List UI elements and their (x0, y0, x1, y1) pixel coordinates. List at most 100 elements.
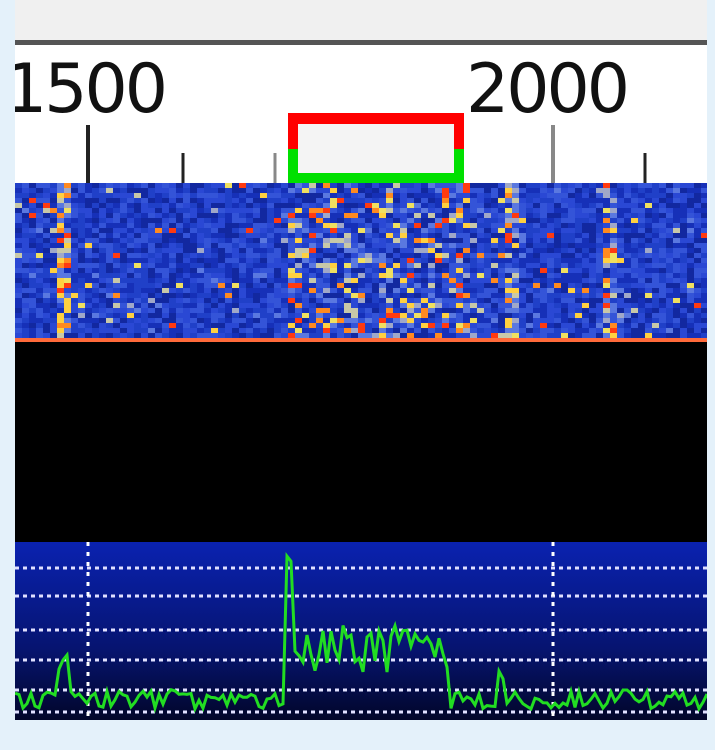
waterfall-cell (428, 208, 435, 213)
waterfall-cell (701, 278, 708, 283)
waterfall-cell (120, 253, 127, 258)
waterfall-cell (575, 328, 582, 333)
waterfall-cell (323, 308, 330, 313)
waterfall-cell (407, 283, 414, 288)
waterfall-cell (491, 318, 498, 323)
waterfall-cell (267, 298, 274, 303)
waterfall-cell (176, 233, 183, 238)
waterfall-cell (477, 293, 484, 298)
waterfall-cell (666, 198, 673, 203)
waterfall-cell (22, 328, 29, 333)
waterfall-cell (295, 263, 302, 268)
waterfall-cell (162, 313, 169, 318)
waterfall-cell (288, 183, 295, 188)
waterfall-cell (498, 208, 505, 213)
waterfall-cell (603, 303, 610, 308)
waterfall-cell (323, 193, 330, 198)
waterfall-cell (106, 243, 113, 248)
waterfall-cell (120, 248, 127, 253)
waterfall-cell (687, 273, 694, 278)
waterfall-cell (638, 243, 645, 248)
waterfall-cell (533, 268, 540, 273)
waterfall-cell (477, 258, 484, 263)
waterfall-cell (554, 263, 561, 268)
waterfall-cell (281, 223, 288, 228)
waterfall-cell (260, 233, 267, 238)
waterfall-cell (316, 188, 323, 193)
waterfall-cell (36, 303, 43, 308)
waterfall-cell (274, 223, 281, 228)
waterfall-cell (414, 203, 421, 208)
waterfall-cell (337, 283, 344, 288)
waterfall-cell (491, 288, 498, 293)
waterfall-cell (519, 188, 526, 193)
waterfall-cell (386, 328, 393, 333)
waterfall-cell (85, 333, 92, 338)
waterfall-cell (183, 333, 190, 338)
waterfall-cell (603, 228, 610, 233)
waterfall-cell (309, 188, 316, 193)
waterfall-cell (694, 273, 701, 278)
waterfall-cell (624, 248, 631, 253)
waterfall-cell (505, 253, 512, 258)
waterfall-cell (267, 213, 274, 218)
waterfall-cell (407, 233, 414, 238)
waterfall-cell (218, 273, 225, 278)
waterfall-cell (190, 323, 197, 328)
waterfall-cell (491, 323, 498, 328)
waterfall-cell (589, 253, 596, 258)
waterfall-cell (561, 188, 568, 193)
waterfall-cell (274, 298, 281, 303)
waterfall-cell (428, 183, 435, 188)
waterfall-cell (463, 253, 470, 258)
waterfall-cell (456, 243, 463, 248)
waterfall-cell (470, 293, 477, 298)
waterfall-cell (638, 298, 645, 303)
waterfall-cell (449, 198, 456, 203)
waterfall-cell (323, 198, 330, 203)
waterfall-cell (470, 278, 477, 283)
waterfall-cell (694, 253, 701, 258)
waterfall-cell (610, 188, 617, 193)
waterfall-cell (547, 198, 554, 203)
waterfall-cell (652, 273, 659, 278)
waterfall-cell (680, 208, 687, 213)
waterfall-cell (596, 308, 603, 313)
waterfall-cell (246, 308, 253, 313)
waterfall-cell (239, 248, 246, 253)
waterfall-cell (666, 318, 673, 323)
waterfall-cell (407, 243, 414, 248)
waterfall-cell (365, 243, 372, 248)
waterfall-cell (491, 183, 498, 188)
waterfall-cell (638, 333, 645, 338)
waterfall-cell (127, 233, 134, 238)
waterfall-cell (183, 223, 190, 228)
waterfall-cell (218, 318, 225, 323)
waterfall-cell (22, 268, 29, 273)
waterfall-cell (393, 203, 400, 208)
waterfall-cell (687, 213, 694, 218)
waterfall-cell (638, 253, 645, 258)
waterfall-cell (407, 323, 414, 328)
waterfall-cell (519, 208, 526, 213)
waterfall-cell (50, 218, 57, 223)
waterfall-cell (365, 268, 372, 273)
waterfall-cell (127, 258, 134, 263)
waterfall-cell (120, 333, 127, 338)
waterfall-cell (274, 213, 281, 218)
waterfall-cell (43, 253, 50, 258)
waterfall-cell (197, 298, 204, 303)
waterfall-cell (519, 273, 526, 278)
waterfall-cell (547, 193, 554, 198)
waterfall-cell (106, 223, 113, 228)
waterfall-cell (400, 233, 407, 238)
waterfall-cell (330, 303, 337, 308)
waterfall-cell (232, 308, 239, 313)
waterfall-cell (456, 218, 463, 223)
waterfall-cell (512, 243, 519, 248)
waterfall-cell (428, 313, 435, 318)
waterfall-cell (344, 183, 351, 188)
waterfall-cell (183, 208, 190, 213)
waterfall-cell (575, 303, 582, 308)
waterfall-cell (568, 198, 575, 203)
